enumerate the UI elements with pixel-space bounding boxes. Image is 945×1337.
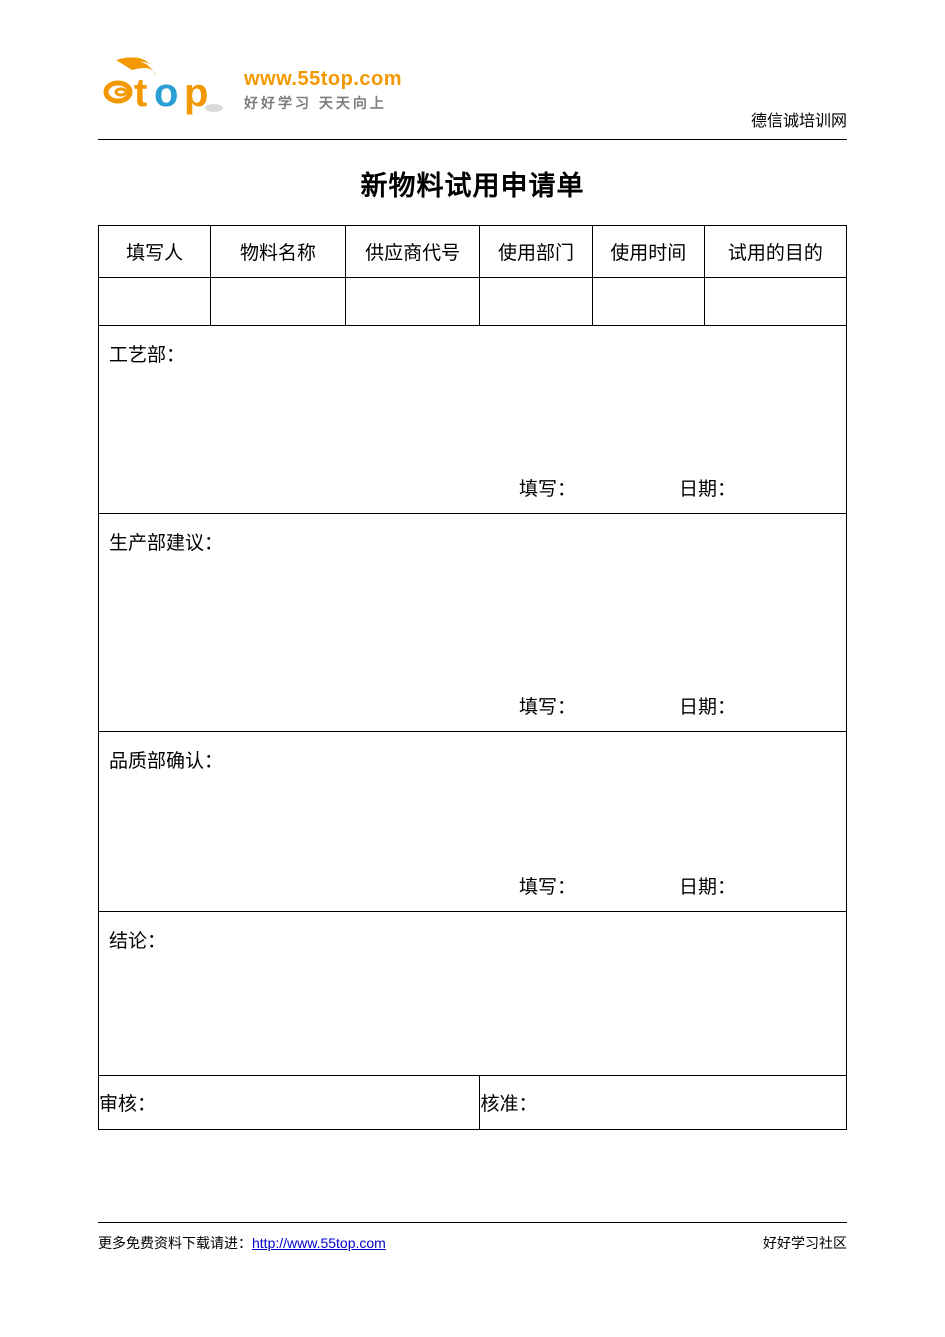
col-header-filler: 填写人 bbox=[99, 226, 211, 278]
header-site-name: 德信诚培训网 bbox=[751, 107, 847, 131]
pinzhi-date-label: 日期： bbox=[679, 872, 779, 899]
section-conclusion[interactable]: 结论： bbox=[99, 912, 847, 1076]
pinzhi-fill-label: 填写： bbox=[519, 872, 679, 899]
shengchan-fill-label: 填写： bbox=[519, 692, 679, 719]
svg-text:o: o bbox=[154, 71, 178, 115]
cell-time[interactable] bbox=[592, 278, 704, 326]
page-header: t o p www.55top.com 好好学习 天天向上 德信诚培训网 bbox=[98, 50, 847, 140]
table-header-row: 填写人 物料名称 供应商代号 使用部门 使用时间 试用的目的 bbox=[99, 226, 847, 278]
footer-prefix: 更多免费资料下载请进： bbox=[98, 1235, 252, 1251]
section-pinzhi[interactable]: 品质部确认： 填写： 日期： bbox=[99, 732, 847, 912]
form-title: 新物料试用申请单 bbox=[98, 164, 847, 203]
gongyi-fill-label: 填写： bbox=[519, 474, 679, 501]
col-header-material: 物料名称 bbox=[211, 226, 346, 278]
table-input-row bbox=[99, 278, 847, 326]
cell-material[interactable] bbox=[211, 278, 346, 326]
svg-text:t: t bbox=[134, 71, 147, 115]
footer-left: 更多免费资料下载请进：http://www.55top.com bbox=[98, 1233, 386, 1253]
cell-dept[interactable] bbox=[480, 278, 592, 326]
footer-right: 好好学习社区 bbox=[763, 1233, 847, 1253]
approval-review[interactable]: 审核： bbox=[99, 1076, 480, 1130]
application-form-table: 填写人 物料名称 供应商代号 使用部门 使用时间 试用的目的 工艺部： 填写： … bbox=[98, 225, 847, 1130]
svg-text:p: p bbox=[184, 71, 208, 115]
col-header-purpose: 试用的目的 bbox=[704, 226, 846, 278]
cell-purpose[interactable] bbox=[704, 278, 846, 326]
section-label-shengchan: 生产部建议： bbox=[109, 528, 223, 555]
section-label-pinzhi: 品质部确认： bbox=[109, 746, 223, 773]
shengchan-date-label: 日期： bbox=[679, 692, 779, 719]
section-gongyi[interactable]: 工艺部： 填写： 日期： bbox=[99, 326, 847, 514]
section-label-conclusion: 结论： bbox=[109, 926, 166, 953]
approval-approve[interactable]: 核准： bbox=[480, 1076, 847, 1130]
col-header-supplier: 供应商代号 bbox=[345, 226, 480, 278]
page-footer: 更多免费资料下载请进：http://www.55top.com 好好学习社区 bbox=[98, 1222, 847, 1253]
col-header-time: 使用时间 bbox=[592, 226, 704, 278]
gongyi-date-label: 日期： bbox=[679, 474, 779, 501]
cell-supplier[interactable] bbox=[345, 278, 480, 326]
logo-block: t o p www.55top.com 好好学习 天天向上 bbox=[98, 50, 847, 118]
logo-url: www.55top.com bbox=[244, 68, 402, 91]
section-shengchan[interactable]: 生产部建议： 填写： 日期： bbox=[99, 514, 847, 732]
col-header-dept: 使用部门 bbox=[480, 226, 592, 278]
footer-link[interactable]: http://www.55top.com bbox=[252, 1235, 386, 1251]
section-label-gongyi: 工艺部： bbox=[109, 340, 185, 367]
cell-filler[interactable] bbox=[99, 278, 211, 326]
approval-row: 审核： 核准： bbox=[99, 1076, 847, 1130]
logo-icon: t o p bbox=[98, 50, 238, 118]
logo-tagline: 好好学习 天天向上 bbox=[244, 93, 402, 113]
